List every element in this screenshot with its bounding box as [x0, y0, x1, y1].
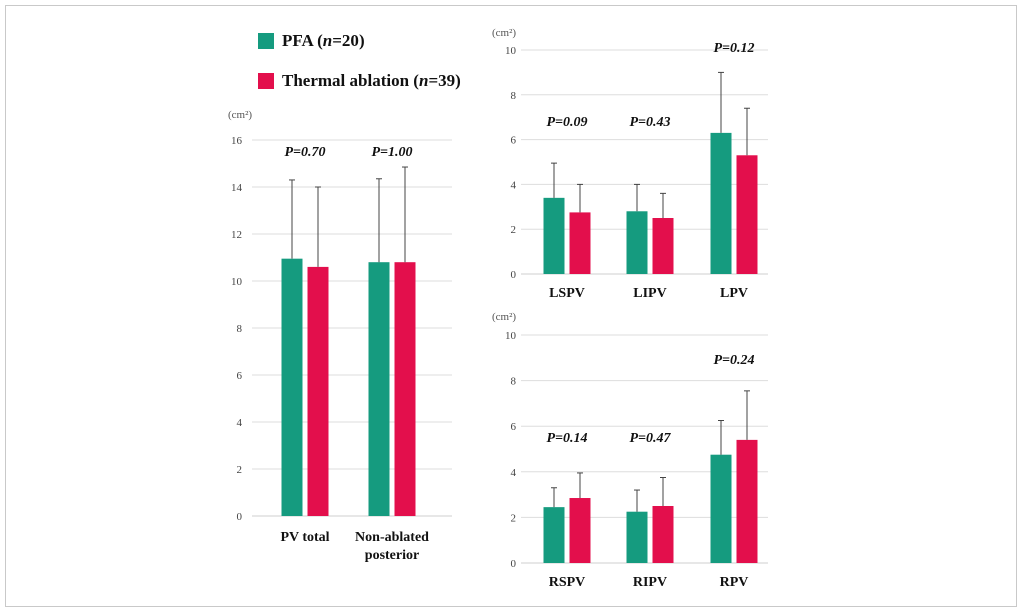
y-tick-label: 6 [511, 135, 517, 147]
p-value-label: P=0.24 [713, 353, 754, 368]
y-tick-label: 16 [231, 135, 243, 147]
legend-label-pfa: PFA (n=20) [282, 31, 365, 50]
y-tick-label: 14 [231, 182, 243, 194]
x-category-label: LPV [720, 286, 748, 301]
x-category-label: LSPV [549, 286, 585, 301]
legend-swatch-thermal [258, 73, 274, 89]
bar-pfa-rspv [543, 507, 565, 563]
p-value-label: P=0.43 [629, 115, 670, 130]
y-tick-label: 10 [231, 276, 243, 288]
x-category-label: LIPV [633, 286, 666, 301]
y-tick-label: 4 [237, 417, 243, 429]
p-value-label: P=0.47 [629, 431, 671, 446]
bar-pfa-pv-total [281, 258, 303, 516]
p-value-label: P=0.70 [284, 145, 325, 160]
x-category-label: Non-ablated posterior [355, 530, 429, 563]
bar-thermal-pv-total [307, 266, 329, 516]
bar-pfa-lspv [543, 197, 565, 274]
p-value-label: P=0.12 [713, 41, 754, 56]
y-unit-label: (cm²) [492, 311, 516, 323]
legend-item-pfa: PFA (n=20) [258, 30, 461, 52]
y-tick-label: 10 [505, 45, 517, 57]
y-tick-label: 8 [237, 323, 243, 335]
bar-thermal-lipv [652, 218, 674, 274]
chart-1: (cm²) 0 2 4 6 8 10 12 14 16 P=0.70 PV total P=1.00 No… [228, 109, 452, 563]
p-value-label: P=0.14 [546, 431, 587, 446]
y-tick-label: 2 [237, 464, 243, 476]
x-category-label: RSPV [549, 575, 586, 590]
bar-thermal-ripv [652, 506, 674, 563]
y-tick-label: 4 [511, 179, 517, 191]
bar-thermal-lpv [736, 155, 758, 274]
figure-frame [5, 5, 1017, 607]
y-unit-label: (cm²) [228, 109, 252, 121]
y-tick-label: 0 [237, 511, 243, 523]
legend: PFA (n=20) Thermal ablation (n=39) [258, 30, 461, 110]
y-tick-label: 10 [505, 330, 517, 342]
x-category-label: RPV [720, 575, 749, 590]
legend-label-thermal: Thermal ablation (n=39) [282, 71, 461, 90]
bar-pfa-ripv [626, 511, 648, 563]
y-tick-label: 4 [511, 467, 517, 479]
y-tick-label: 0 [511, 558, 517, 570]
y-tick-label: 8 [511, 376, 517, 388]
y-tick-label: 8 [511, 90, 517, 102]
y-tick-label: 12 [231, 229, 242, 241]
y-tick-label: 2 [511, 512, 517, 524]
x-category-label: RIPV [633, 575, 667, 590]
legend-item-thermal: Thermal ablation (n=39) [258, 70, 461, 92]
bar-pfa-rpv [710, 454, 732, 563]
y-unit-label: (cm²) [492, 27, 516, 39]
y-tick-label: 2 [511, 224, 517, 236]
bar-pfa-non-ablated-posterior [368, 262, 390, 516]
bar-thermal-rpv [736, 439, 758, 563]
legend-swatch-pfa [258, 33, 274, 49]
bar-thermal-lspv [569, 212, 591, 274]
chart-3: (cm²) 0 2 4 6 8 10 P=0.14 RSPV P=0.47 RIPV P=0.24 RP… [492, 311, 768, 590]
y-tick-label: 6 [511, 421, 517, 433]
x-category-label: PV total [280, 530, 329, 545]
bar-pfa-lpv [710, 132, 732, 274]
y-tick-label: 6 [237, 370, 243, 382]
bar-pfa-lipv [626, 211, 648, 274]
p-value-label: P=1.00 [371, 145, 412, 160]
bar-thermal-non-ablated-posterior [394, 262, 416, 516]
chart-2: (cm²) 0 2 4 6 8 10 P=0.09 LSPV P=0.43 LIPV P=0.12 LP… [492, 27, 768, 301]
bar-thermal-rspv [569, 498, 591, 563]
y-tick-label: 0 [511, 269, 517, 281]
p-value-label: P=0.09 [546, 115, 587, 130]
